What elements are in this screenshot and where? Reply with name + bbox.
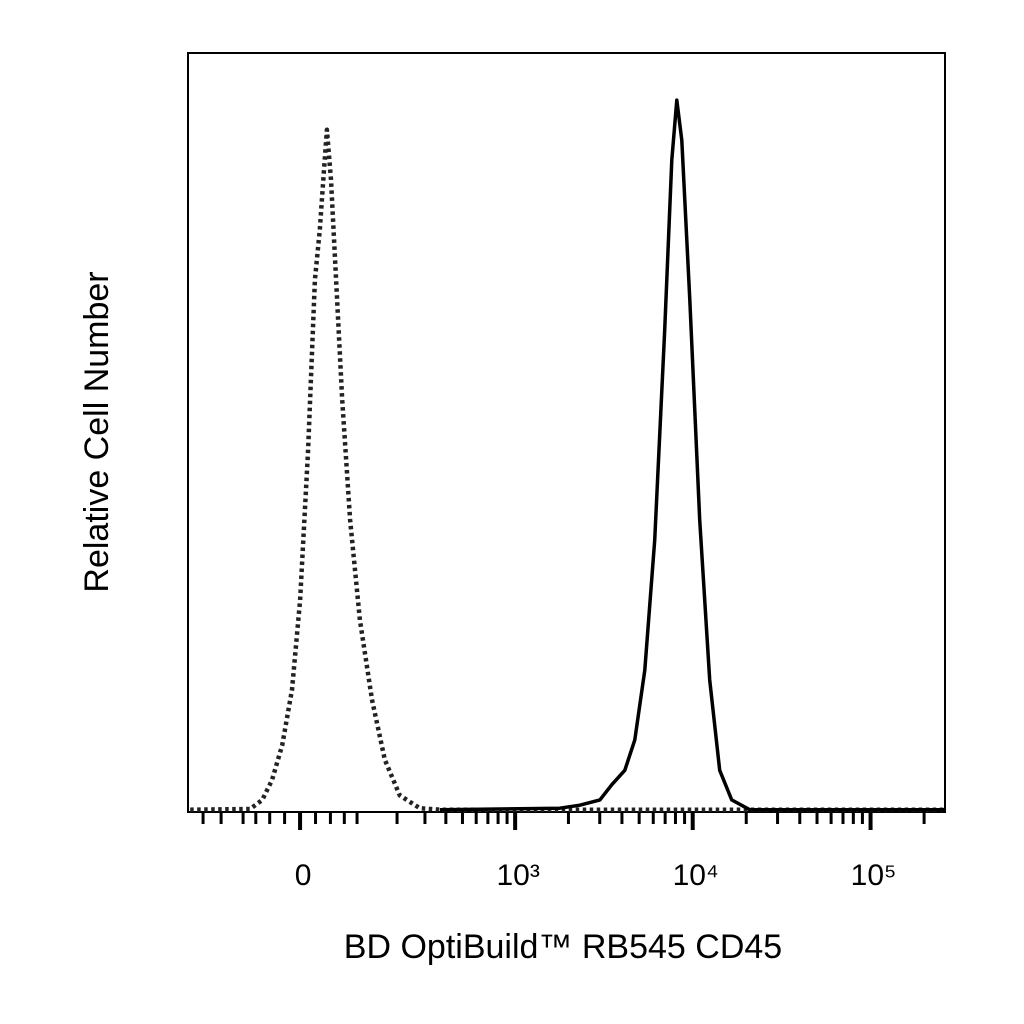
x-tick-label: 10⁴ <box>673 859 719 892</box>
plot-frame <box>187 52 946 813</box>
x-axis-label: BD OptiBuild™ RB545 CD45 <box>344 928 782 966</box>
x-tick-label: 0 <box>295 859 312 892</box>
histogram-line <box>190 127 945 812</box>
y-axis-label: Relative Cell Number <box>78 271 116 592</box>
histogram-line <box>439 98 945 812</box>
x-tick-label: 10³ <box>496 859 539 892</box>
x-tick-label: 10⁵ <box>851 859 897 892</box>
